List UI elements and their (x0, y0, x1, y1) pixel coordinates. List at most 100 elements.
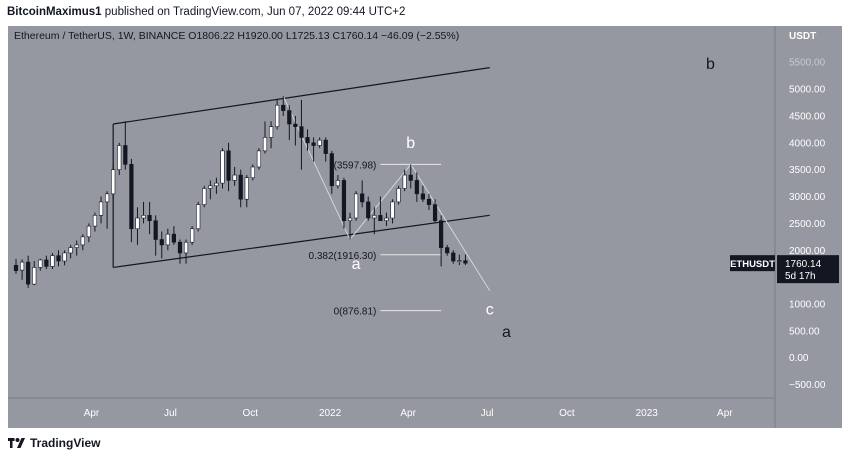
candle-up (135, 217, 140, 230)
candle-up (183, 241, 189, 254)
price-tick-label: 3500.00 (789, 165, 826, 176)
candle-up (208, 185, 213, 189)
candle-up (335, 180, 340, 187)
candle-down (177, 241, 183, 254)
price-tick-label: −500.00 (789, 380, 826, 391)
candle-up (62, 252, 67, 262)
candle-up (68, 247, 73, 254)
candle-down (26, 261, 31, 285)
price-tick-label: 5500.00 (789, 58, 826, 69)
candle-down (463, 260, 468, 264)
candle-down (123, 145, 128, 165)
time-tick-label: Apr (400, 408, 416, 419)
symbol-info-part: Ethereum / TetherUS, 1W, BINANCE (14, 30, 188, 42)
symbol-info-part: 1725.13 (292, 30, 333, 42)
candle-up (104, 193, 110, 203)
candle-up (32, 267, 37, 285)
candle-down (408, 174, 413, 181)
last-price-tag (777, 255, 839, 284)
symbol-info-part: C (333, 30, 341, 42)
candle-up (317, 139, 322, 146)
publish-header: BitcoinMaximus1 published on TradingView… (7, 6, 405, 18)
candle-up (141, 215, 146, 219)
time-tick-label: Oct (242, 408, 258, 419)
candle-up (250, 166, 255, 179)
candle-down (226, 150, 231, 181)
fib-level-label: (3597.98) (334, 160, 377, 171)
candle-up (86, 225, 91, 238)
candle-down (360, 193, 365, 203)
price-tick-label: 1000.00 (789, 299, 826, 310)
price-tick-label: 4000.00 (789, 138, 826, 149)
price-tick-label: 5000.00 (789, 85, 826, 96)
candle-up (396, 188, 401, 203)
candle-up (19, 261, 25, 271)
candle-down (426, 198, 432, 205)
symbol-tag-label: ETHUSDT (730, 259, 775, 270)
candle-down (305, 137, 310, 144)
fib-level-label: 0.382(1916.30) (309, 251, 377, 262)
candle-down (432, 204, 438, 222)
fib-level-label: 0(876.81) (334, 307, 377, 318)
price-tick-label: 500.00 (789, 326, 820, 337)
price-tick-label: 4500.00 (789, 111, 826, 122)
candle-up (402, 174, 407, 189)
candle-up (117, 145, 122, 170)
time-tick-label: Jul (481, 408, 494, 419)
candle-down (451, 252, 456, 262)
candle-up (384, 217, 389, 222)
author-name[interactable]: BitcoinMaximus1 (7, 6, 102, 18)
price-axis-background (775, 26, 842, 428)
plot-background (8, 26, 842, 428)
candle-up (390, 201, 395, 219)
price-chart[interactable]: Ethereum / TetherUS, 1W, BINANCE O1806.2… (8, 26, 842, 428)
candle-down (159, 239, 164, 246)
candle-down (299, 126, 304, 138)
wave-label: b (406, 135, 415, 152)
candle-down (56, 255, 61, 262)
time-tick-label: Jul (164, 408, 177, 419)
candle-down (420, 193, 426, 200)
symbol-info-part: 1806.22 (196, 30, 237, 42)
candle-up (202, 188, 207, 205)
candle-up (262, 137, 268, 152)
candle-down (378, 215, 383, 222)
candle-down (44, 259, 49, 267)
candle-up (80, 236, 85, 246)
candle-up (190, 228, 195, 243)
candle-down (287, 110, 292, 125)
candle-up (165, 233, 170, 246)
candle-up (74, 244, 79, 248)
symbol-info-part: −46.09 (−2.55%) (381, 30, 459, 42)
wave-label: a (352, 256, 361, 273)
candle-up (256, 150, 262, 168)
candle-up (268, 126, 274, 138)
candle-up (196, 204, 201, 230)
chart-container[interactable]: Ethereum / TetherUS, 1W, BINANCE O1806.2… (8, 26, 842, 428)
last-price-label: 1760.14 (785, 259, 822, 270)
candle-down (238, 174, 243, 200)
candle-up (372, 215, 377, 219)
candle-down (129, 164, 134, 230)
candle-down (439, 220, 444, 248)
price-tick-label: 2500.00 (789, 219, 826, 230)
tradingview-footer[interactable]: TradingView (8, 434, 100, 452)
candle-up (232, 174, 237, 181)
candle-down (293, 123, 298, 128)
price-tick-label: 3000.00 (789, 192, 826, 203)
candle-down (13, 265, 19, 271)
candle-down (281, 104, 286, 111)
candle-down (153, 220, 158, 240)
symbol-info-part: 1760.14 (340, 30, 381, 42)
publish-info: published on TradingView.com, Jun 07, 20… (104, 6, 406, 18)
tradingview-brand: TradingView (30, 436, 101, 450)
candle-down (323, 139, 328, 154)
symbol-info-part: O (188, 30, 196, 42)
candle-up (98, 201, 104, 216)
candle-up (457, 260, 462, 262)
time-tick-label: Oct (559, 408, 575, 419)
candle-up (220, 150, 225, 184)
candle-up (353, 193, 359, 219)
symbol-info-part: H (237, 30, 245, 42)
candle-down (445, 247, 450, 254)
